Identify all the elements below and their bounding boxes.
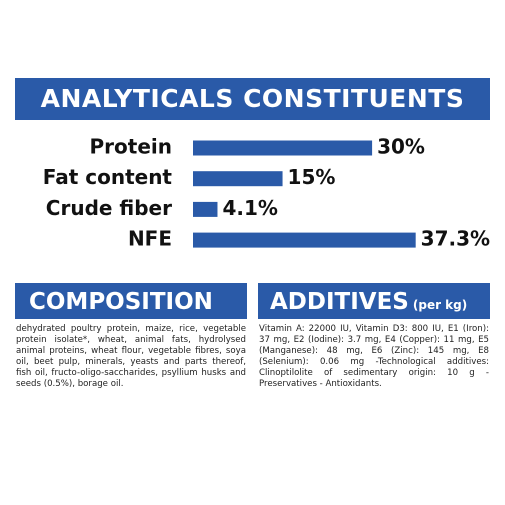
additives-title: ADDITIVES (per kg) — [258, 283, 490, 319]
value-label: 30% — [377, 135, 425, 159]
bar — [193, 201, 218, 217]
value-label: 37.3% — [421, 227, 490, 251]
chart-title: ANALYTICALS CONSTITUENTS — [15, 78, 490, 120]
value-label: 4.1% — [222, 196, 277, 220]
category-label: Fat content — [43, 165, 173, 189]
additives-text: Vitamin A: 22000 IU, Vitamin D3: 800 IU,… — [259, 324, 489, 389]
bar — [193, 171, 283, 187]
category-label: Protein — [90, 135, 172, 159]
bar — [193, 140, 373, 156]
category-label: Crude fiber — [46, 196, 172, 220]
category-label: NFE — [128, 227, 172, 251]
composition-text: dehydrated poultry protein, maize, rice,… — [16, 324, 246, 389]
composition-title-text: COMPOSITION — [29, 289, 213, 315]
additives-title-text: ADDITIVES — [270, 289, 409, 315]
bar — [193, 232, 416, 248]
value-label: 15% — [288, 165, 336, 189]
additives-subtitle: (per kg) — [412, 298, 468, 312]
composition-title: COMPOSITION — [15, 283, 247, 319]
